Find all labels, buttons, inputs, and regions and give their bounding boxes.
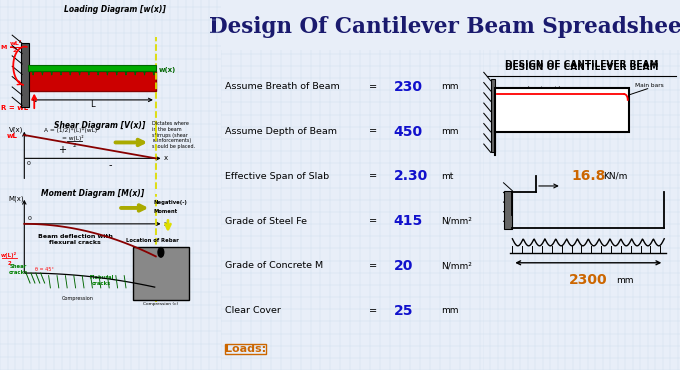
Text: =: = [369,82,377,92]
Text: 0: 0 [27,216,31,221]
Text: mm: mm [616,276,633,285]
Text: Clear Cover: Clear Cover [225,306,281,315]
Text: = w(L)²: = w(L)² [62,135,84,141]
Text: θ = 45°: θ = 45° [35,267,54,272]
Text: mm: mm [441,306,458,315]
Text: 25: 25 [394,304,413,318]
Text: 450: 450 [394,125,423,138]
Text: x: x [164,221,168,227]
Text: Loading Diagram [w(x)]: Loading Diagram [w(x)] [64,5,166,14]
Text: Grade of Steel Fe: Grade of Steel Fe [225,217,307,226]
Bar [28,71,156,91]
Text: Assume Breath of Beam: Assume Breath of Beam [225,82,340,91]
Text: Shear Diagram [V(x)]: Shear Diagram [V(x)] [54,121,145,130]
Text: Compression: Compression [61,296,93,302]
Text: N/mm²: N/mm² [441,217,472,226]
Text: mt: mt [441,172,454,181]
Text: x: x [164,155,168,161]
Text: 230: 230 [394,80,423,94]
Bar [21,43,29,107]
Text: Loads:: Loads: [225,344,266,354]
Text: 2: 2 [7,261,12,266]
Text: L: L [90,100,95,109]
Text: w(L)²: w(L)² [1,252,16,258]
Text: Design Of Cantilever Beam Spreadsheet: Design Of Cantilever Beam Spreadsheet [209,17,680,38]
Bar [133,247,189,300]
Text: A = (1/2)*(L)*(wL): A = (1/2)*(L)*(wL) [44,128,97,133]
Text: V(x): V(x) [10,127,24,134]
Text: 415: 415 [394,214,423,228]
Text: =: = [369,127,377,137]
Text: N/mm²: N/mm² [441,262,472,270]
Text: +: + [58,145,66,155]
Text: mm: mm [441,82,458,91]
Text: Grade of Concrete M: Grade of Concrete M [225,262,323,270]
Text: Main bars: Main bars [636,83,664,88]
Text: =: = [369,216,377,226]
Text: M =: M = [1,45,15,50]
Text: DESIGN OF CANTILEVER BEAM: DESIGN OF CANTILEVER BEAM [505,63,658,72]
Text: -: - [109,159,112,170]
Text: Dictates where
in the beam
stirrups (shear
reinforcements)
should be placed.: Dictates where in the beam stirrups (she… [152,121,196,149]
Text: 2300: 2300 [569,273,608,287]
Text: Location of Rebar: Location of Rebar [126,238,179,243]
Text: Negative(-): Negative(-) [154,200,188,205]
Text: Tension: Tension [140,248,156,252]
Bar [491,79,495,152]
Text: =: = [369,261,377,271]
Text: Moment: Moment [154,209,177,214]
Text: 2: 2 [72,142,76,148]
Text: R = wL: R = wL [1,105,29,111]
Text: =: = [369,306,377,316]
Text: wL²: wL² [10,41,22,46]
Bar [495,88,629,132]
Text: w(x): w(x) [159,67,176,73]
Text: M(x): M(x) [8,195,24,202]
Text: 20: 20 [394,259,413,273]
Text: wL: wL [7,133,18,139]
Text: Shear
cracks: Shear cracks [9,264,29,275]
Text: Effective Span of Slab: Effective Span of Slab [225,172,329,181]
Text: 2: 2 [12,48,16,53]
Text: $(A_s)$: $(A_s)$ [153,270,169,283]
Text: tension side: tension side [528,87,564,91]
Text: =: = [369,171,377,181]
Text: DESIGN OF CANTILEVER BEAM: DESIGN OF CANTILEVER BEAM [505,60,658,69]
Text: Beam deflection with
flexural cracks: Beam deflection with flexural cracks [37,234,113,245]
Text: Moment Diagram [M(x)]: Moment Diagram [M(x)] [41,189,144,198]
Text: Assume Depth of Beam: Assume Depth of Beam [225,127,337,136]
Text: 16.8: 16.8 [571,169,606,184]
Text: 0: 0 [27,161,31,166]
Bar [28,65,156,71]
Text: 2.30: 2.30 [394,169,428,184]
Text: KN/m: KN/m [603,172,628,181]
Bar [503,191,513,229]
Text: Compression (c): Compression (c) [143,302,178,306]
Circle shape [158,248,164,257]
Text: Flexural
cracks: Flexural cracks [90,275,114,286]
Text: compression side-: compression side- [566,124,616,129]
Text: mm: mm [441,127,458,136]
